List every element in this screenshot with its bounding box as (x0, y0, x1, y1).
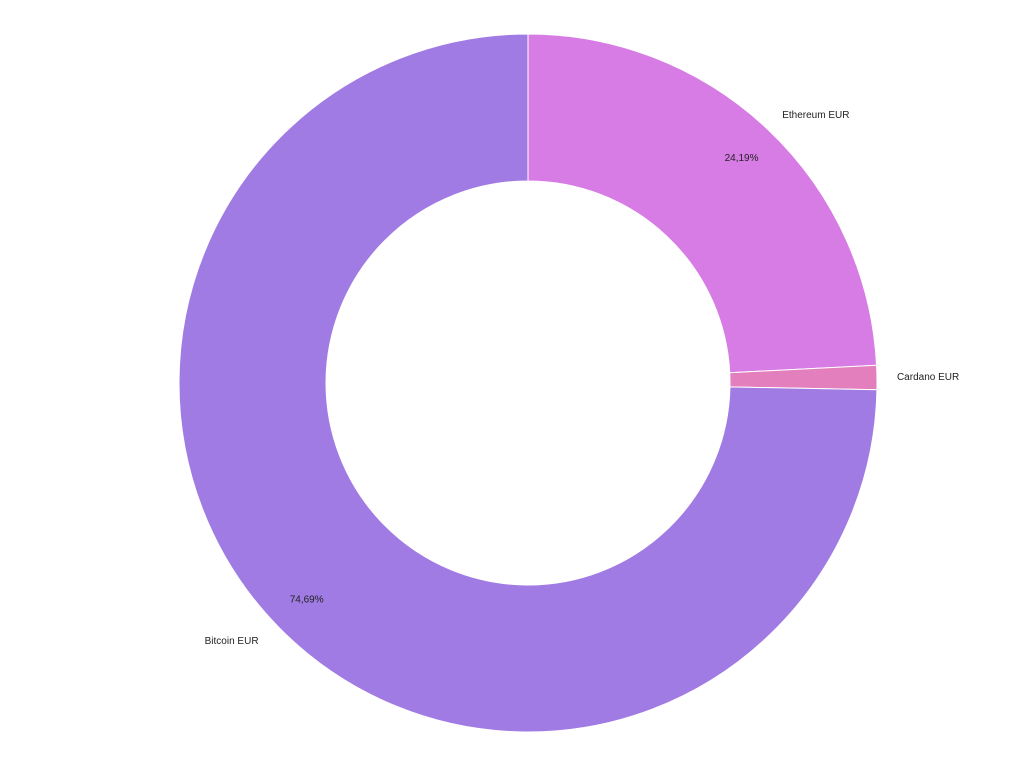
value-label-ethereum-eur: 24,19% (725, 153, 759, 164)
slice-label-bitcoin-eur: Bitcoin EUR (205, 636, 259, 647)
slice-ethereum-eur[interactable] (527, 33, 878, 374)
slice-label-ethereum-eur: Ethereum EUR (782, 110, 849, 121)
slice-label-cardano-eur: Cardano EUR (897, 372, 959, 383)
value-label-bitcoin-eur: 74,69% (290, 595, 324, 606)
slice-bitcoin-eur[interactable] (178, 33, 878, 733)
